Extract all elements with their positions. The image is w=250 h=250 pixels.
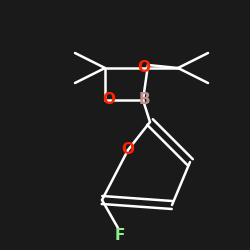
Text: B: B: [138, 92, 150, 108]
Text: O: O: [122, 142, 134, 158]
Text: O: O: [138, 60, 150, 74]
Text: F: F: [115, 228, 125, 244]
Text: O: O: [102, 92, 116, 108]
